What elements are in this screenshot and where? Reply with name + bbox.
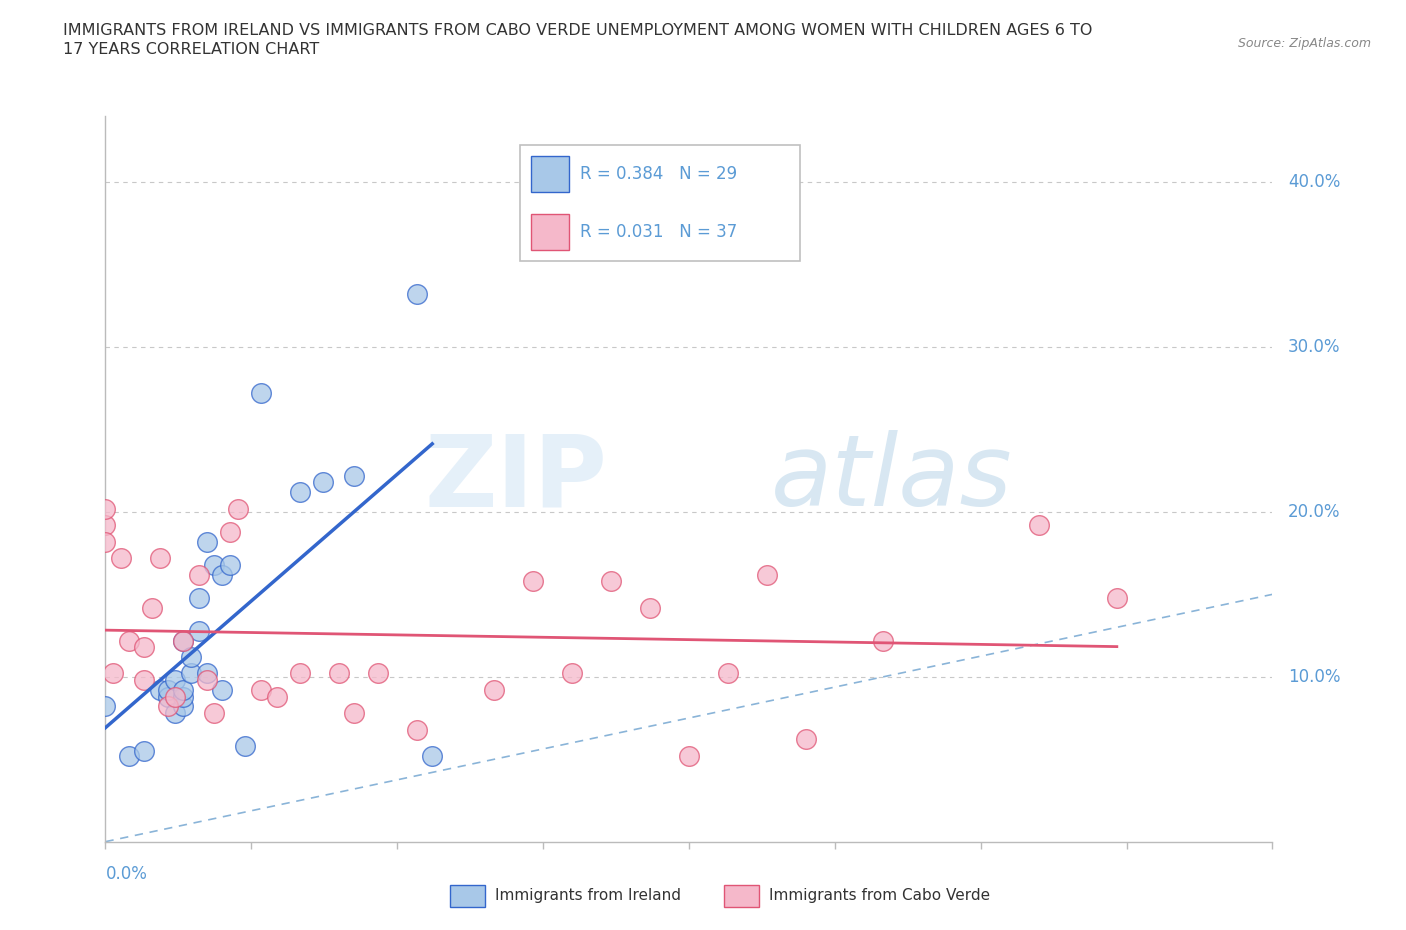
Point bbox=[420, 749, 443, 764]
Point bbox=[187, 591, 209, 605]
Point bbox=[94, 501, 117, 516]
Point bbox=[343, 706, 366, 721]
Text: 20.0%: 20.0% bbox=[1288, 503, 1340, 521]
FancyBboxPatch shape bbox=[520, 145, 800, 261]
Text: IMMIGRANTS FROM IRELAND VS IMMIGRANTS FROM CABO VERDE UNEMPLOYMENT AMONG WOMEN W: IMMIGRANTS FROM IRELAND VS IMMIGRANTS FR… bbox=[63, 23, 1092, 38]
Point bbox=[211, 683, 233, 698]
Point bbox=[678, 749, 700, 764]
Point bbox=[134, 672, 156, 687]
Point bbox=[195, 666, 218, 681]
Point bbox=[872, 633, 894, 648]
Point bbox=[156, 699, 179, 714]
Point bbox=[202, 557, 225, 572]
Point bbox=[172, 689, 194, 704]
Point bbox=[118, 749, 141, 764]
Text: atlas: atlas bbox=[770, 431, 1012, 527]
Text: 17 YEARS CORRELATION CHART: 17 YEARS CORRELATION CHART bbox=[63, 42, 319, 57]
Point bbox=[250, 683, 273, 698]
Text: R = 0.031   N = 37: R = 0.031 N = 37 bbox=[581, 223, 738, 241]
Point bbox=[755, 567, 778, 582]
Point bbox=[600, 574, 623, 589]
Point bbox=[794, 732, 817, 747]
Point bbox=[219, 525, 242, 539]
Text: ZIP: ZIP bbox=[425, 431, 607, 527]
Point bbox=[367, 666, 389, 681]
Point bbox=[94, 518, 117, 533]
Point bbox=[717, 666, 740, 681]
Point bbox=[180, 649, 202, 664]
Point bbox=[288, 666, 311, 681]
Point bbox=[149, 683, 172, 698]
Point bbox=[328, 666, 350, 681]
Point bbox=[312, 475, 335, 490]
FancyBboxPatch shape bbox=[450, 885, 485, 907]
Point bbox=[172, 633, 194, 648]
Point bbox=[134, 640, 156, 655]
Point bbox=[172, 699, 194, 714]
Point bbox=[187, 623, 209, 638]
Point bbox=[187, 567, 209, 582]
Point bbox=[235, 738, 257, 753]
Point bbox=[149, 551, 172, 565]
Point bbox=[226, 501, 249, 516]
Point bbox=[165, 706, 187, 721]
Text: 10.0%: 10.0% bbox=[1288, 668, 1340, 685]
Point bbox=[156, 683, 179, 698]
Point bbox=[172, 683, 194, 698]
Point bbox=[219, 557, 242, 572]
Text: 0.0%: 0.0% bbox=[105, 865, 148, 883]
Point bbox=[165, 672, 187, 687]
Text: R = 0.384   N = 29: R = 0.384 N = 29 bbox=[581, 166, 738, 183]
Point bbox=[484, 683, 506, 698]
Point bbox=[118, 633, 141, 648]
Point bbox=[288, 485, 311, 499]
Point bbox=[343, 468, 366, 483]
Point bbox=[172, 633, 194, 648]
Point bbox=[110, 551, 132, 565]
FancyBboxPatch shape bbox=[724, 885, 759, 907]
Point bbox=[180, 666, 202, 681]
Text: 40.0%: 40.0% bbox=[1288, 173, 1340, 192]
Point bbox=[1105, 591, 1128, 605]
Point bbox=[134, 744, 156, 759]
Point bbox=[195, 534, 218, 549]
Text: Immigrants from Cabo Verde: Immigrants from Cabo Verde bbox=[769, 888, 991, 903]
Point bbox=[405, 722, 427, 737]
Point bbox=[165, 689, 187, 704]
Point bbox=[94, 699, 117, 714]
Point bbox=[94, 534, 117, 549]
Point bbox=[638, 600, 661, 615]
Point bbox=[405, 286, 427, 301]
Text: 30.0%: 30.0% bbox=[1288, 339, 1340, 356]
FancyBboxPatch shape bbox=[531, 214, 569, 250]
Point bbox=[522, 574, 544, 589]
Text: Immigrants from Ireland: Immigrants from Ireland bbox=[495, 888, 682, 903]
Point bbox=[211, 567, 233, 582]
Point bbox=[266, 689, 288, 704]
Text: Source: ZipAtlas.com: Source: ZipAtlas.com bbox=[1237, 37, 1371, 50]
Point bbox=[103, 666, 125, 681]
Point bbox=[250, 386, 273, 401]
Point bbox=[202, 706, 225, 721]
Point bbox=[156, 689, 179, 704]
Point bbox=[1028, 518, 1050, 533]
Point bbox=[561, 666, 583, 681]
FancyBboxPatch shape bbox=[531, 156, 569, 193]
Point bbox=[195, 672, 218, 687]
Point bbox=[141, 600, 163, 615]
